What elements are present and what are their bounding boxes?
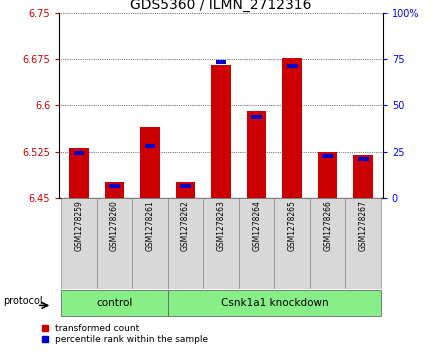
Text: GSM1278260: GSM1278260 (110, 200, 119, 252)
Bar (211, 65, 231, 198)
Bar (140, 127, 160, 198)
Text: Csnk1a1 knockdown: Csnk1a1 knockdown (220, 298, 328, 307)
FancyBboxPatch shape (203, 198, 239, 289)
Bar (168, 290, 381, 316)
Text: GSM1278263: GSM1278263 (216, 200, 226, 252)
Bar (247, 111, 266, 198)
FancyBboxPatch shape (310, 198, 345, 289)
FancyBboxPatch shape (275, 198, 310, 289)
Text: GSM1278266: GSM1278266 (323, 200, 332, 252)
Bar (318, 151, 337, 198)
Text: GSM1278264: GSM1278264 (252, 200, 261, 252)
Bar (353, 155, 373, 198)
Text: protocol: protocol (3, 296, 43, 306)
Bar (109, 184, 120, 188)
FancyBboxPatch shape (345, 198, 381, 289)
Bar (358, 157, 369, 161)
Bar (180, 184, 191, 188)
Bar (61, 290, 168, 316)
Bar (105, 183, 124, 198)
Bar (216, 60, 227, 64)
FancyBboxPatch shape (97, 198, 132, 289)
Bar (69, 148, 89, 198)
Text: GSM1278262: GSM1278262 (181, 200, 190, 251)
Bar (251, 115, 262, 119)
FancyBboxPatch shape (239, 198, 275, 289)
FancyBboxPatch shape (168, 198, 203, 289)
FancyBboxPatch shape (132, 198, 168, 289)
Text: GSM1278265: GSM1278265 (288, 200, 297, 252)
Bar (73, 151, 84, 155)
Title: GDS5360 / ILMN_2712316: GDS5360 / ILMN_2712316 (130, 0, 312, 12)
Text: control: control (96, 298, 133, 307)
Bar (145, 144, 155, 148)
Text: GSM1278267: GSM1278267 (359, 200, 368, 252)
Text: GSM1278261: GSM1278261 (146, 200, 154, 251)
Bar (287, 64, 297, 68)
Bar (323, 154, 333, 158)
FancyBboxPatch shape (61, 198, 97, 289)
Bar (176, 183, 195, 198)
Text: GSM1278259: GSM1278259 (74, 200, 84, 252)
Bar (282, 58, 302, 198)
Legend: transformed count, percentile rank within the sample: transformed count, percentile rank withi… (42, 324, 209, 344)
